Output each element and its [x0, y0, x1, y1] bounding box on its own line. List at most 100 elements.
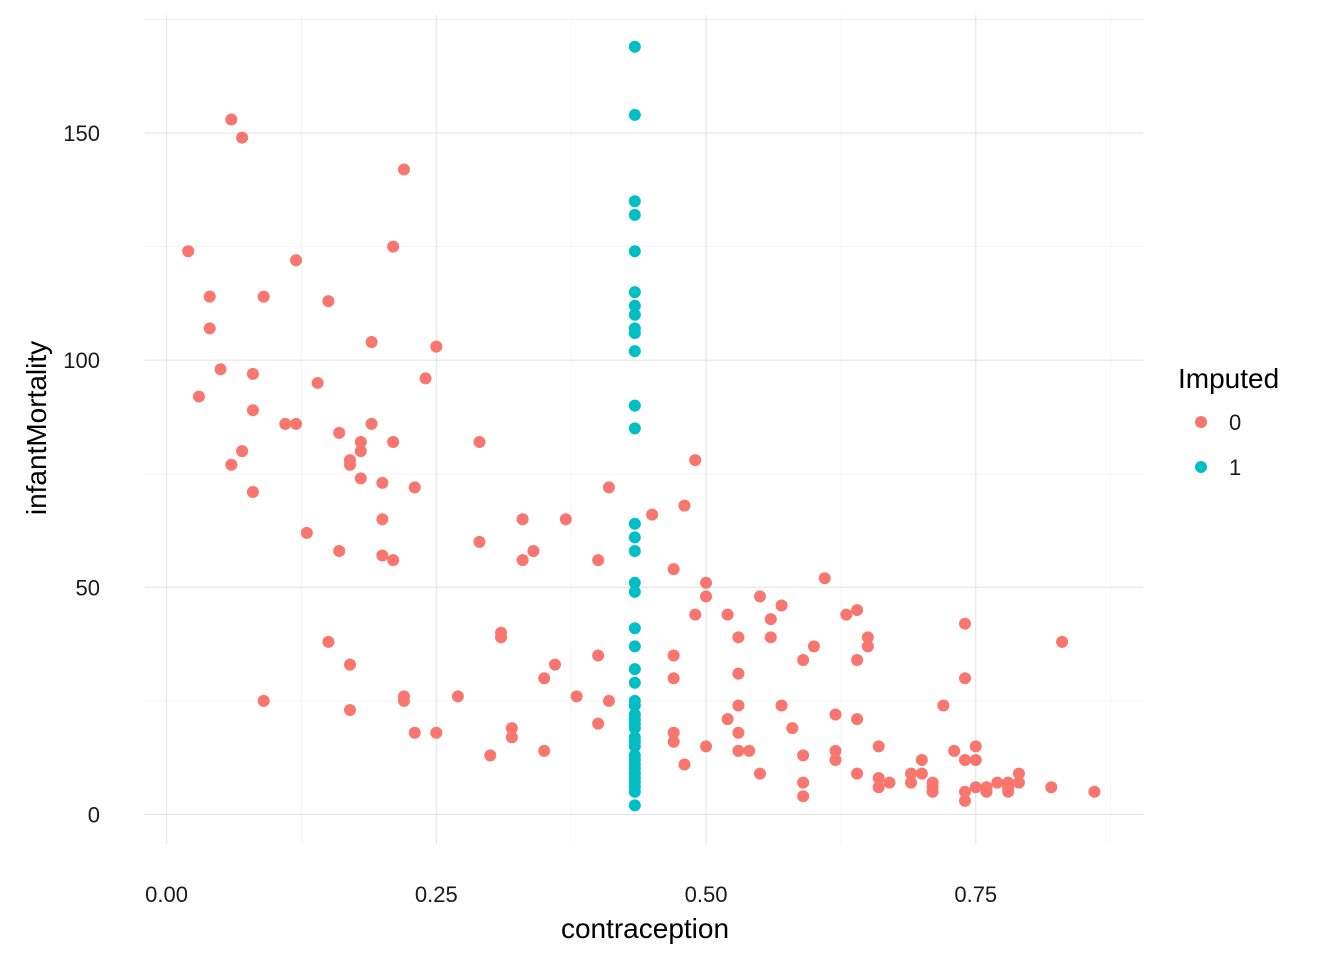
data-point [797, 654, 810, 667]
data-point [829, 708, 842, 721]
data-point [333, 545, 346, 558]
data-point [376, 476, 389, 489]
data-point [505, 731, 518, 744]
data-point [333, 426, 346, 439]
x-axis-title: contraception [561, 913, 729, 944]
y-tick-label: 0 [88, 802, 100, 827]
data-point [700, 740, 713, 753]
data-point [343, 458, 356, 471]
data-point [602, 694, 615, 707]
data-point [775, 599, 788, 612]
data-point [559, 513, 572, 526]
data-point [290, 417, 303, 430]
data-point [430, 340, 443, 353]
data-point [343, 658, 356, 671]
y-axis-ticks: 0 50 100 150 [63, 121, 100, 827]
data-point [628, 799, 641, 812]
data-point [764, 613, 777, 626]
data-point [628, 308, 641, 321]
data-point [322, 635, 335, 648]
data-point [592, 717, 605, 730]
data-point [257, 694, 270, 707]
data-point [592, 649, 605, 662]
data-point [646, 508, 659, 521]
data-point [667, 726, 680, 739]
data-point [214, 363, 227, 376]
data-point [797, 790, 810, 803]
data-point [628, 326, 641, 339]
data-point [980, 785, 993, 798]
data-point [628, 195, 641, 208]
data-point [689, 608, 702, 621]
data-point [225, 113, 238, 126]
data-point [786, 722, 799, 735]
data-point [700, 590, 713, 603]
data-point [628, 640, 641, 653]
legend-label-1: 1 [1229, 455, 1241, 480]
data-point [753, 767, 766, 780]
data-point [732, 699, 745, 712]
data-point [937, 699, 950, 712]
legend-key-1 [1195, 461, 1207, 473]
data-point [397, 694, 410, 707]
data-point [840, 608, 853, 621]
legend-key-0 [1195, 416, 1207, 428]
series-1 [628, 40, 641, 812]
legend-label-0: 0 [1229, 410, 1241, 435]
data-point [628, 286, 641, 299]
data-point [628, 531, 641, 544]
data-point [872, 781, 885, 794]
data-point [872, 772, 885, 785]
data-point [1045, 781, 1058, 794]
data-point [376, 513, 389, 526]
data-point [484, 749, 497, 762]
data-point [851, 767, 864, 780]
data-point [628, 108, 641, 121]
data-point [969, 753, 982, 766]
data-point [592, 554, 605, 567]
data-point [570, 690, 583, 703]
data-point [419, 372, 432, 385]
data-point [851, 654, 864, 667]
data-point [732, 726, 745, 739]
data-point [958, 785, 971, 798]
data-point [628, 208, 641, 221]
data-point [628, 722, 641, 735]
data-point [732, 667, 745, 680]
data-point [851, 713, 864, 726]
data-point [667, 563, 680, 576]
data-point [354, 445, 367, 458]
x-tick-label: 0.75 [954, 882, 997, 907]
data-point [915, 767, 928, 780]
data-point [451, 690, 464, 703]
data-point [732, 744, 745, 757]
data-point [678, 758, 691, 771]
data-point [958, 794, 971, 807]
data-point [203, 322, 216, 335]
data-point [628, 299, 641, 312]
data-point [408, 481, 421, 494]
data-point [236, 131, 249, 144]
data-point [1056, 635, 1069, 648]
data-point [1012, 776, 1025, 789]
data-point [775, 699, 788, 712]
data-point [408, 726, 421, 739]
data-point [387, 435, 400, 448]
data-point [883, 776, 896, 789]
data-point [516, 513, 529, 526]
data-point [628, 545, 641, 558]
data-point [473, 435, 486, 448]
data-point [300, 526, 313, 539]
x-tick-label: 0.50 [685, 882, 728, 907]
data-point [667, 672, 680, 685]
data-point [829, 744, 842, 757]
data-point [311, 376, 324, 389]
grid-lines [145, 15, 1143, 844]
data-point [365, 417, 378, 430]
data-point [915, 753, 928, 766]
data-point [473, 535, 486, 548]
data-point [354, 472, 367, 485]
data-point [538, 672, 551, 685]
data-point [797, 749, 810, 762]
data-point [397, 163, 410, 176]
